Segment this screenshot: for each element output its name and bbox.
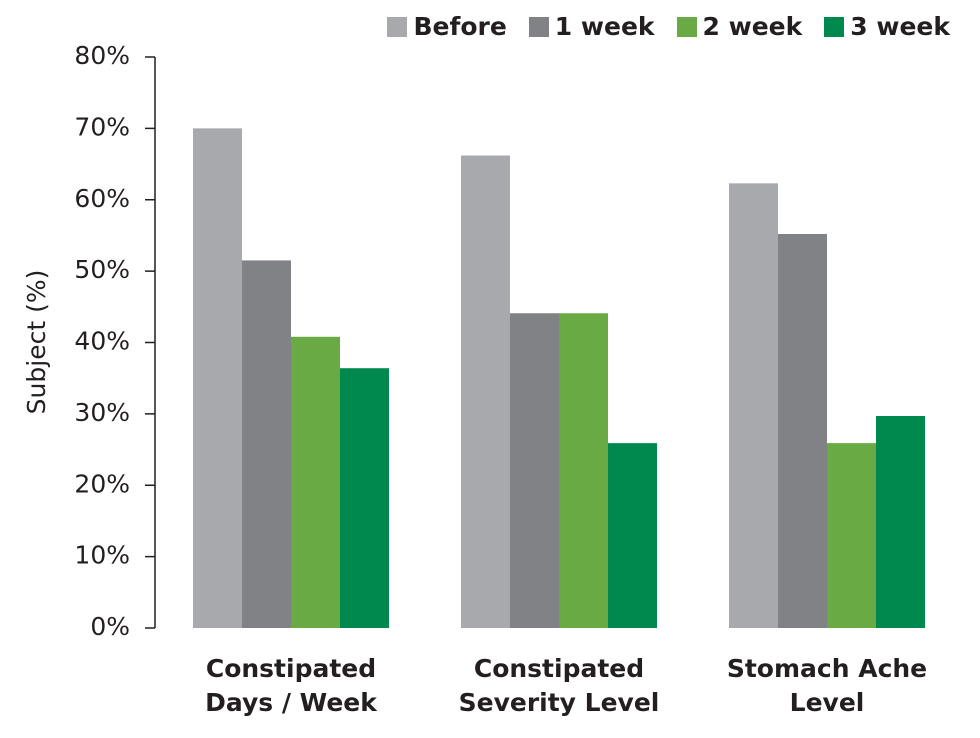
- legend-swatch: [528, 16, 549, 37]
- bar: [340, 368, 389, 628]
- legend-swatch: [676, 16, 697, 37]
- y-tick-label: 50%: [74, 255, 130, 284]
- y-tick-label: 30%: [74, 398, 130, 427]
- legend-swatch: [387, 16, 408, 37]
- x-tick-label: Constipated Severity Level: [458, 654, 660, 717]
- y-tick-label: 0%: [90, 612, 130, 641]
- x-tick-label: Stomach Ache Level: [726, 654, 928, 717]
- y-tick-label: 60%: [74, 184, 130, 213]
- bar: [729, 183, 778, 629]
- legend-label: 2 week: [702, 12, 803, 41]
- bar: [608, 443, 657, 628]
- bar: [242, 260, 291, 628]
- legend-item: 2 week: [676, 12, 803, 41]
- x-tick-label: Constipated Days / Week: [205, 654, 377, 717]
- bar: [876, 416, 925, 628]
- bar: [559, 313, 608, 628]
- y-tick-label: 70%: [74, 112, 130, 141]
- y-tick-label: 40%: [74, 327, 130, 356]
- legend-label: 1 week: [554, 12, 655, 41]
- bar: [461, 155, 510, 628]
- y-tick-label: 10%: [74, 541, 130, 570]
- legend-item: Before: [387, 12, 507, 41]
- bar: [193, 128, 242, 628]
- bar: [778, 234, 827, 628]
- y-tick-label: 20%: [74, 469, 130, 498]
- legend-item: 1 week: [528, 12, 655, 41]
- bar: [291, 336, 340, 628]
- y-axis-label: Subject (%): [22, 270, 51, 415]
- legend: Before 1 week 2 week 3 week: [387, 12, 950, 41]
- bar: [827, 443, 876, 628]
- bar: [510, 313, 559, 628]
- legend-label: 3 week: [850, 12, 950, 41]
- legend-item: 3 week: [824, 12, 950, 41]
- legend-label: Before: [413, 12, 507, 41]
- y-tick-label: 80%: [74, 41, 130, 70]
- legend-swatch: [824, 16, 845, 37]
